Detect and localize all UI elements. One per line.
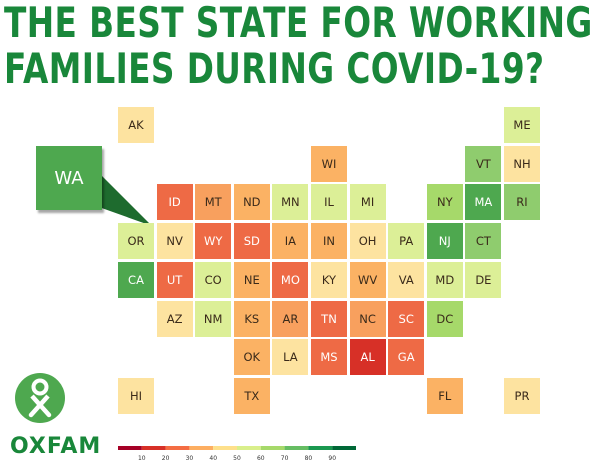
state-tile-tn: TN <box>311 300 347 337</box>
state-tile-wv: WV <box>349 261 386 298</box>
state-tile-me: ME <box>504 107 540 143</box>
state-tile-nh: NH <box>504 145 540 182</box>
state-tile-nv: NV <box>156 223 193 260</box>
callout-wa-label: WA <box>36 146 102 210</box>
legend-swatch <box>213 446 237 450</box>
state-tile-nj: NJ <box>426 223 463 260</box>
legend-swatch <box>308 446 333 450</box>
state-tile-sc: SC <box>388 300 425 337</box>
state-tile-ar: AR <box>272 300 309 337</box>
state-tile-ri: RI <box>504 184 540 221</box>
state-tile-wy: WY <box>195 223 232 260</box>
state-tile-hi: HI <box>118 377 154 414</box>
legend-tick-label: 40 <box>209 455 217 462</box>
legend-tick-label: 10 <box>138 455 146 462</box>
state-tile-tx: TX <box>233 377 270 414</box>
state-tile-il: IL <box>311 184 347 221</box>
oxfam-wordmark: OXFAM <box>10 434 102 459</box>
state-tile-az: AZ <box>156 300 193 337</box>
state-tile-oh: OH <box>349 223 386 260</box>
state-tile-ny: NY <box>426 184 463 221</box>
state-tile-ak: AK <box>118 107 154 143</box>
state-tile-ca: CA <box>118 261 154 298</box>
state-tile-ms: MS <box>311 339 347 376</box>
state-tile-ky: KY <box>311 261 347 298</box>
state-tile-va: VA <box>388 261 425 298</box>
legend-tick-label: 90 <box>328 455 336 462</box>
state-tile-dc: DC <box>426 300 463 337</box>
state-tile-sd: SD <box>233 223 270 260</box>
legend-swatch <box>118 446 142 450</box>
legend-tick-label: 20 <box>162 455 170 462</box>
legend-swatch <box>189 446 214 450</box>
state-tile-mi: MI <box>349 184 386 221</box>
state-tile-ma: MA <box>465 184 502 221</box>
legend-tick-label: 30 <box>186 455 194 462</box>
state-tile-nm: NM <box>195 300 232 337</box>
state-tile-ut: UT <box>156 261 193 298</box>
state-tile-pr: PR <box>504 377 540 414</box>
legend-tick-label: 60 <box>257 455 265 462</box>
state-tile-ne: NE <box>233 261 270 298</box>
state-tile-ct: CT <box>465 223 502 260</box>
legend-tick-label: 80 <box>305 455 313 462</box>
state-tile-mn: MN <box>272 184 309 221</box>
state-tile-ks: KS <box>233 300 270 337</box>
state-tile-wi: WI <box>311 145 347 182</box>
state-tile-in: IN <box>311 223 347 260</box>
state-tile-id: ID <box>156 184 193 221</box>
state-tile-de: DE <box>465 261 502 298</box>
state-tile-la: LA <box>272 339 309 376</box>
legend-swatch <box>260 446 285 450</box>
legend-swatch <box>141 446 166 450</box>
legend-swatch <box>165 446 190 450</box>
state-tile-co: CO <box>195 261 232 298</box>
state-tile-or: OR <box>118 223 154 260</box>
title-line-2: FAMILIES DURING COVID-19? <box>4 44 545 93</box>
state-tile-md: MD <box>426 261 463 298</box>
oxfam-logo-icon <box>15 373 65 423</box>
legend-tick-label: 50 <box>233 455 241 462</box>
state-tile-nd: ND <box>233 184 270 221</box>
legend-swatch <box>237 446 261 450</box>
state-tile-ok: OK <box>233 339 270 376</box>
state-tile-nc: NC <box>349 300 386 337</box>
legend-swatch <box>284 446 309 450</box>
state-tile-ia: IA <box>272 223 309 260</box>
state-tile-pa: PA <box>388 223 425 260</box>
state-tile-vt: VT <box>465 145 502 182</box>
callout-arrow <box>96 170 152 226</box>
state-tile-fl: FL <box>426 377 463 414</box>
state-tile-mt: MT <box>195 184 232 221</box>
state-tile-ga: GA <box>388 339 425 376</box>
state-tile-mo: MO <box>272 261 309 298</box>
legend-tick-label: 70 <box>281 455 289 462</box>
state-tile-al: AL <box>349 339 386 376</box>
legend-swatch <box>332 446 356 450</box>
